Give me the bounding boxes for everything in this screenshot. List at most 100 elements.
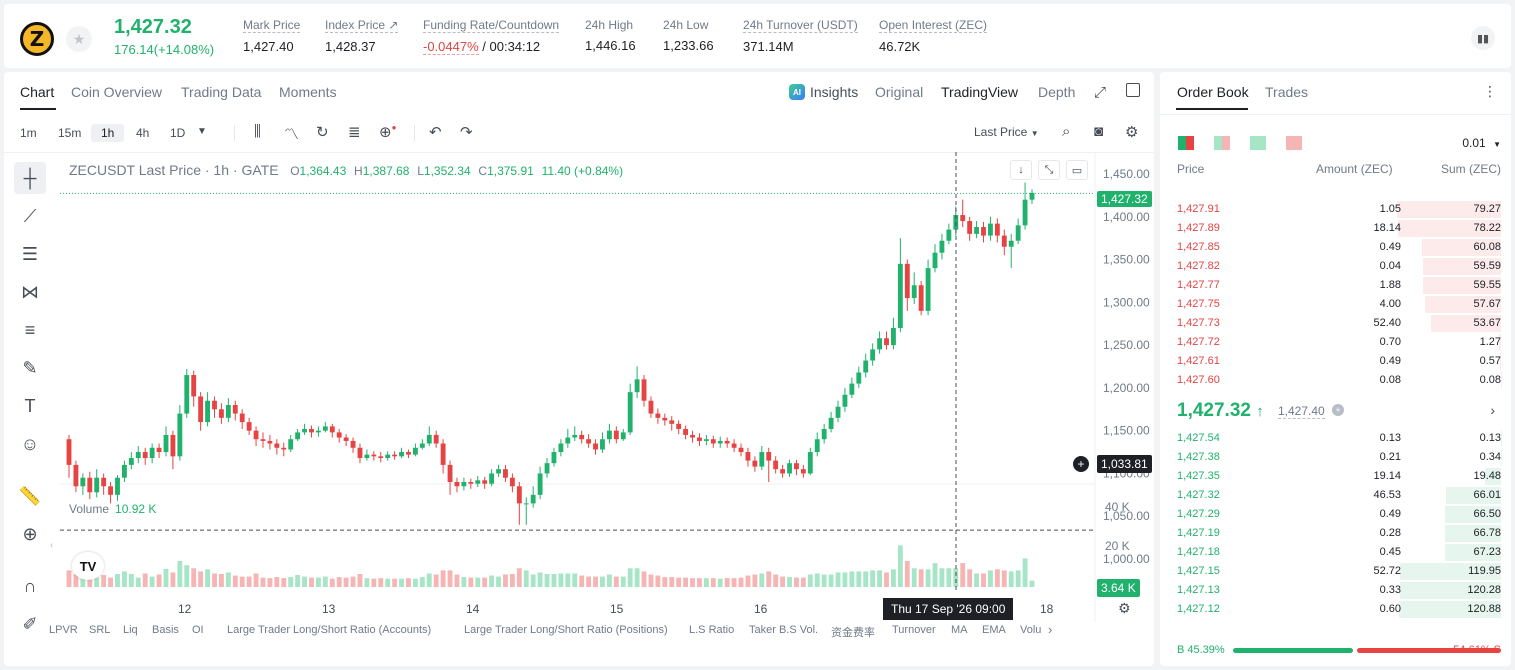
tab-chart[interactable]: Chart [20,84,55,100]
tab-moments[interactable]: Moments [279,84,337,100]
ask-row[interactable]: 1,427.85 0.49 60.08 [1160,238,1511,257]
book-icon[interactable]: ▮▮ [1471,26,1495,50]
timeframe-dropdown-icon[interactable]: ▼ [197,126,207,137]
bid-row[interactable]: 1,427.12 0.60 120.88 [1160,600,1511,619]
brush-tool-icon[interactable]: ✎ [22,357,38,378]
ask-row[interactable]: 1,427.60 0.08 0.08 [1160,371,1511,390]
tab-tradingview[interactable]: TradingView [941,84,1019,100]
volume-bar [101,575,107,587]
precision-select[interactable]: 0.01 ▼ [1462,136,1501,150]
tab-coin-overview[interactable]: Coin Overview [71,84,163,100]
indicators-icon[interactable]: 〽 [284,126,300,143]
ai-insights-icon[interactable]: AI [789,84,805,100]
indicator-lpvr[interactable]: LPVR [49,624,78,636]
fullscreen-icon[interactable]: ▭ [1066,160,1088,180]
price-type-select[interactable]: Last Price ▼ [974,125,1039,139]
settings-icon[interactable]: ⚙ [1118,600,1131,616]
bid-row[interactable]: 1,427.15 52.72 119.95 [1160,562,1511,581]
fib-tool-icon[interactable]: ≡ [24,319,36,340]
stat-index-price[interactable]: Index Price ↗ 1,428.37 [325,18,399,54]
tab-trades[interactable]: Trades [1265,84,1309,100]
undo-icon[interactable]: ↶ [429,124,442,141]
indicator-ls-positions[interactable]: Large Trader Long/Short Ratio (Positions… [464,624,668,636]
indicator-oi[interactable]: OI [192,624,204,636]
indicator-liq[interactable]: Liq [123,624,138,636]
pattern-tool-icon[interactable]: ⋈ [21,281,39,302]
ask-row[interactable]: 1,427.72 0.70 1.27 [1160,333,1511,352]
ask-row[interactable]: 1,427.89 18.14 78.22 [1160,219,1511,238]
camera-icon[interactable]: ◙ [1094,123,1104,140]
replay-icon[interactable]: ↻ [316,124,329,141]
expand-icon[interactable]: ⤢ [1094,84,1107,101]
indicator-ema[interactable]: EMA [982,624,1006,636]
collapse-icon[interactable]: ⤡ [1038,160,1060,180]
row-amount: 0.49 [1379,355,1401,367]
indicator-ls-ratio[interactable]: L.S Ratio [689,624,735,636]
horizontal-lines-tool-icon[interactable]: ☰ [21,243,39,264]
star-icon[interactable]: ★ [66,26,92,52]
ob-mode-bids-icon[interactable] [1250,136,1266,150]
timeframe-15m[interactable]: 15m [58,126,82,140]
bid-row[interactable]: 1,427.38 0.21 0.34 [1160,448,1511,467]
candle-type-icon[interactable]: ⫼ [254,123,261,140]
text-tool-icon[interactable]: T [24,395,36,416]
tab-original[interactable]: Original [875,84,924,100]
tab-order-book[interactable]: Order Book [1177,84,1249,100]
bid-row[interactable]: 1,427.13 0.33 120.28 [1160,581,1511,600]
ask-row[interactable]: 1,427.91 1.05 79.27 [1160,200,1511,219]
bid-row[interactable]: 1,427.32 46.53 66.01 [1160,486,1511,505]
crosshair-tool-icon[interactable]: ┼ [14,162,46,194]
bid-row[interactable]: 1,427.29 0.49 66.50 [1160,505,1511,524]
mid-price[interactable]: 1,427.32 ↑ [1177,400,1264,422]
ask-row[interactable]: 1,427.82 0.04 59.59 [1160,257,1511,276]
bid-row[interactable]: 1,427.19 0.28 66.78 [1160,524,1511,543]
emoji-tool-icon[interactable]: ☺ [20,433,40,454]
indicator-srl[interactable]: SRL [89,624,111,636]
window-icon[interactable] [1126,83,1140,97]
ob-mode-both-alt-icon[interactable] [1214,136,1230,150]
search-icon[interactable]: ⌕ [1062,123,1071,140]
indicator-ma[interactable]: MA [951,624,968,636]
tab-trading-data[interactable]: Trading Data [181,84,262,100]
template-icon[interactable]: ≣ [348,124,361,141]
lock-drawing-tool-icon[interactable]: ✐ [22,613,38,634]
zoom-tool-icon[interactable]: ⊕ [22,523,38,544]
bid-row[interactable]: 1,427.18 0.45 67.23 [1160,543,1511,562]
ask-row[interactable]: 1,427.75 4.00 57.67 [1160,295,1511,314]
chevron-right-icon[interactable]: › [1048,622,1053,637]
redo-icon[interactable]: ↷ [460,124,473,141]
tradingview-logo[interactable]: TV [72,552,104,580]
indicator-basis[interactable]: Basis [152,624,179,636]
ask-row[interactable]: 1,427.77 1.88 59.55 [1160,276,1511,295]
more-options-icon[interactable]: ⋮ [1483,83,1497,99]
scroll-down-icon[interactable]: ↓ [1010,160,1032,180]
timeframe-1h[interactable]: 1h [91,124,125,142]
indicator-funding-rate[interactable]: 资金费率 [831,627,875,639]
add-crosshair-icon[interactable]: + [1073,456,1089,472]
volume-bar [274,577,280,587]
tab-depth[interactable]: Depth [1038,84,1076,100]
timeframe-1d[interactable]: 1D [170,126,186,140]
trendline-tool-icon[interactable]: ⟋ [23,205,37,226]
indicator-volume[interactable]: Volu [1020,624,1042,636]
indicator-taker-vol[interactable]: Taker B.S Vol. [749,624,819,636]
collapse-sidebar-icon[interactable]: ‹ [50,540,54,551]
candlestick-chart[interactable]: 1,450.00 1,400.00 1,350.00 1,300.00 1,250.00… [60,152,1154,622]
ask-row[interactable]: 1,427.61 0.49 0.57 [1160,352,1511,371]
timeframe-4h[interactable]: 4h [136,126,150,140]
indicator-ls-accounts[interactable]: Large Trader Long/Short Ratio (Accounts) [227,624,432,636]
gear-icon[interactable]: ⚙ [1125,124,1139,141]
bid-row[interactable]: 1,427.54 0.13 0.13 [1160,429,1511,448]
tab-insights[interactable]: Insights [810,84,859,100]
bid-row[interactable]: 1,427.35 19.14 19.48 [1160,467,1511,486]
chevron-right-icon[interactable]: › [1490,402,1495,418]
ob-mode-asks-icon[interactable] [1286,136,1302,150]
timeframe-1m[interactable]: 1m [20,126,37,140]
ask-row[interactable]: 1,427.73 52.40 53.67 [1160,314,1511,333]
tab-underline [1176,108,1248,110]
ob-mode-both-icon[interactable] [1178,136,1194,150]
magnet-tool-icon[interactable]: ∩ [23,575,37,596]
ruler-tool-icon[interactable]: 📏 [18,485,42,506]
add-alert-icon[interactable]: ⊕● [379,123,397,141]
indicator-turnover[interactable]: Turnover [892,624,936,636]
